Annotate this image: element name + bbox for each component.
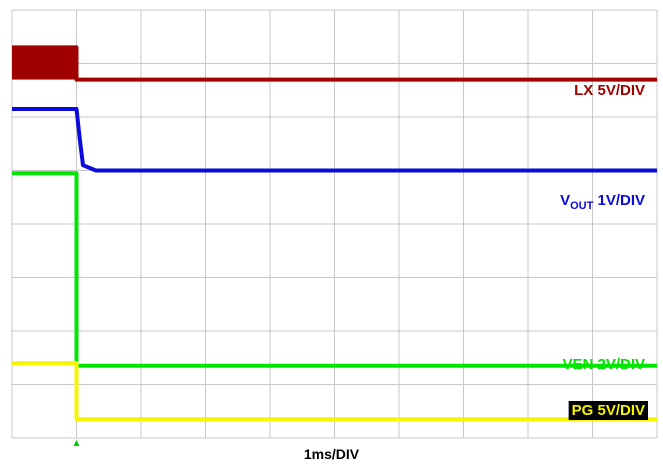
switching-burst	[12, 47, 77, 80]
trace-pg-5v-div	[12, 361, 657, 422]
trace-layer	[12, 45, 657, 446]
trace-v	[12, 107, 657, 173]
trace-lx-5v-div	[12, 45, 657, 82]
trace-line-pg-5v-div	[12, 361, 657, 422]
plot-grid	[11, 9, 658, 439]
time-scale-label: 1ms/DIV	[303, 446, 360, 462]
label-background	[568, 401, 648, 420]
trace-ven-2v-div	[12, 171, 657, 368]
trace-line-ven-2v-div	[12, 171, 657, 368]
label-ven-2v-div: VEN 2V/DIV	[562, 356, 645, 373]
label-v: VOUT 1V/DIV	[560, 192, 645, 212]
trace-line-v	[12, 107, 657, 173]
trigger-marker-icon	[73, 440, 80, 446]
trace-labels: LX 5V/DIV VOUT 1V/DIV VEN 2V/DIV PG 5V/DIV	[560, 82, 648, 420]
trace-line-lx-5v-div	[12, 45, 657, 82]
label-pg-5v-div: PG 5V/DIV	[572, 402, 645, 419]
label-lx-5v-div: LX 5V/DIV	[574, 82, 645, 99]
